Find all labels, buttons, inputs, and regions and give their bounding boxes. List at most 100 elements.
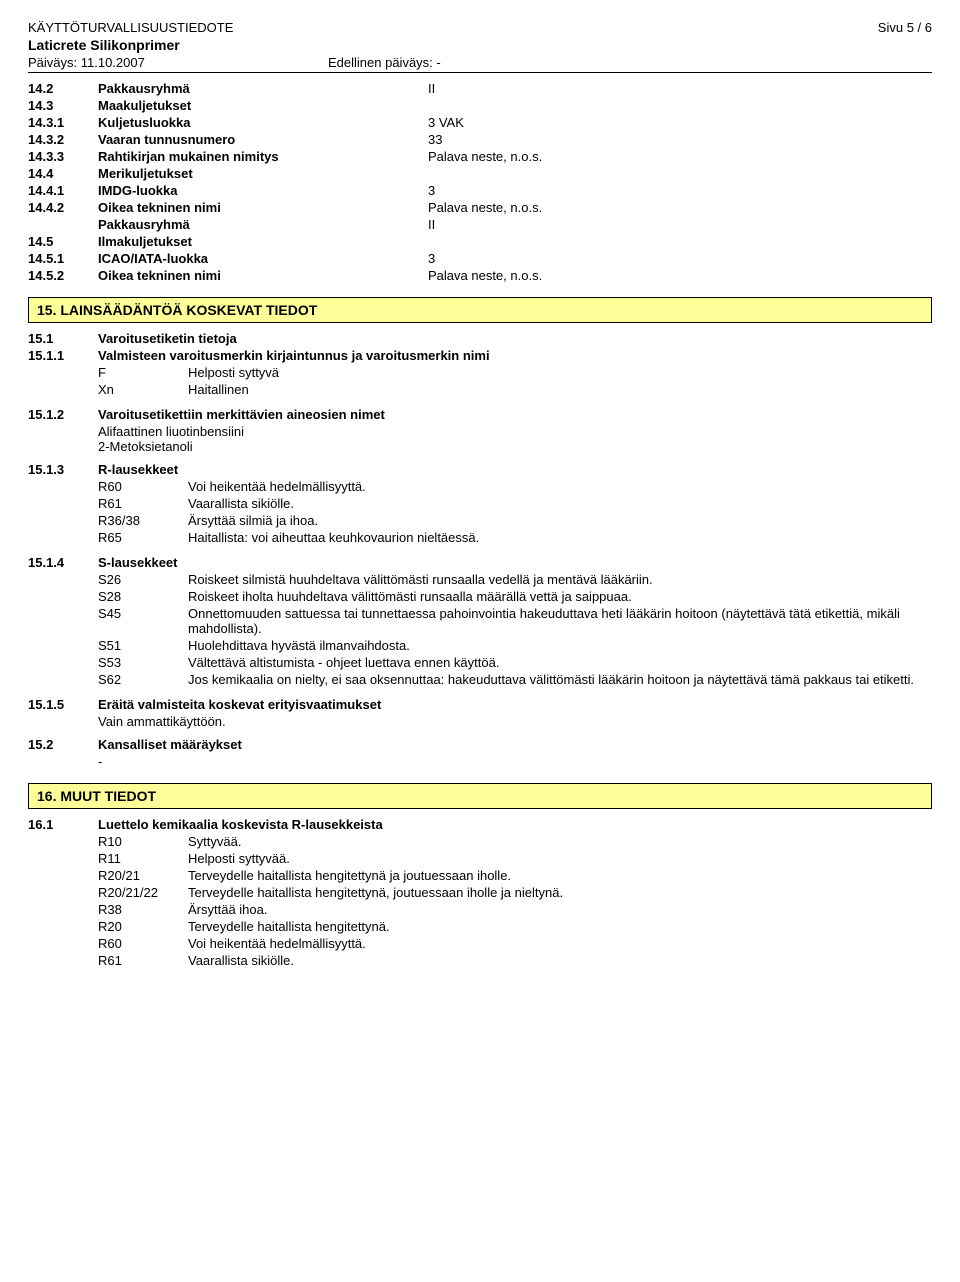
row-no: 15.1.3 (28, 462, 98, 477)
row-label: R-lausekkeet (98, 462, 428, 477)
row-label: Pakkausryhmä (98, 217, 428, 232)
divider (28, 72, 932, 73)
s-text: Roiskeet iholta huuhdeltava välittömästi… (188, 589, 932, 604)
s-code: S28 (98, 589, 188, 604)
r-code: R11 (98, 851, 188, 866)
row-no: 16.1 (28, 817, 98, 832)
row-val: Palava neste, n.o.s. (428, 268, 932, 283)
page-number: Sivu 5 / 6 (878, 20, 932, 35)
r-code: R20/21 (98, 868, 188, 883)
row-label: Kansalliset määräykset (98, 737, 428, 752)
s-code: S51 (98, 638, 188, 653)
row-label: Luettelo kemikaalia koskevista R-lausekk… (98, 817, 932, 832)
text: - (98, 754, 932, 769)
section-15-title: 15. LAINSÄÄDÄNTÖÄ KOSKEVAT TIEDOT (28, 297, 932, 323)
r-text: Ärsyttää ihoa. (188, 902, 932, 917)
row-label: IMDG-luokka (98, 183, 428, 198)
row-no: 14.4.2 (28, 200, 98, 215)
r-text: Voi heikentää hedelmällisyyttä. (188, 936, 932, 951)
s-code: S62 (98, 672, 188, 687)
r-text: Terveydelle haitallista hengitettynä. (188, 919, 932, 934)
row-no: 14.3.1 (28, 115, 98, 130)
row-no: 14.2 (28, 81, 98, 96)
row-label: Varoitusetiketin tietoja (98, 331, 428, 346)
row-no: 14.4 (28, 166, 98, 181)
r-code: R61 (98, 953, 188, 968)
row-label: Kuljetusluokka (98, 115, 428, 130)
r-code: R36/38 (98, 513, 188, 528)
s-text: Huolehdittava hyvästä ilmanvaihdosta. (188, 638, 932, 653)
row-no (28, 217, 98, 232)
row-val: 33 (428, 132, 932, 147)
kv-val: Helposti syttyvä (188, 365, 932, 380)
row-val: 3 (428, 251, 932, 266)
row-val: 3 (428, 183, 932, 198)
row-val: II (428, 81, 932, 96)
prev-date: Edellinen päiväys: - (328, 55, 441, 70)
row-label: Ilmakuljetukset (98, 234, 428, 249)
row-val (428, 166, 932, 181)
s-text: Jos kemikaalia on nielty, ei saa oksennu… (188, 672, 932, 687)
r-code: R61 (98, 496, 188, 511)
r-text: Terveydelle haitallista hengitettynä ja … (188, 868, 932, 883)
row-no: 15.1.5 (28, 697, 98, 712)
row-label: Pakkausryhmä (98, 81, 428, 96)
text: Vain ammattikäyttöön. (98, 714, 932, 729)
row-no: 15.2 (28, 737, 98, 752)
kv-val: Haitallinen (188, 382, 932, 397)
row-label: Valmisteen varoitusmerkin kirjaintunnus … (98, 348, 932, 363)
s-text: Onnettomuuden sattuessa tai tunnettaessa… (188, 606, 932, 636)
row-no: 15.1 (28, 331, 98, 346)
r-text: Vaarallista sikiölle. (188, 496, 932, 511)
row-label: ICAO/IATA-luokka (98, 251, 428, 266)
row-no: 15.1.4 (28, 555, 98, 570)
r-code: R60 (98, 936, 188, 951)
r-text: Syttyvää. (188, 834, 932, 849)
doc-title: KÄYTTÖTURVALLISUUSTIEDOTE (28, 20, 233, 35)
r-text: Haitallista: voi aiheuttaa keuhkovaurion… (188, 530, 932, 545)
row-label: Oikea tekninen nimi (98, 200, 428, 215)
section-16-title: 16. MUUT TIEDOT (28, 783, 932, 809)
kv-key: F (98, 365, 188, 380)
s-text: Roiskeet silmistä huuhdeltava välittömäs… (188, 572, 932, 587)
s-text: Vältettävä altistumista - ohjeet luettav… (188, 655, 932, 670)
r-text: Voi heikentää hedelmällisyyttä. (188, 479, 932, 494)
row-no: 15.1.1 (28, 348, 98, 363)
row-label: Rahtikirjan mukainen nimitys (98, 149, 428, 164)
row-label: Eräitä valmisteita koskevat erityisvaati… (98, 697, 932, 712)
section-14: 14.2PakkausryhmäII 14.3Maakuljetukset 14… (28, 81, 932, 283)
row-label: Varoitusetikettiin merkittävien aineosie… (98, 407, 932, 422)
row-label: Vaaran tunnusnumero (98, 132, 428, 147)
r-code: R38 (98, 902, 188, 917)
date-row: Päiväys: 11.10.2007 Edellinen päiväys: - (28, 55, 932, 70)
row-label: Maakuljetukset (98, 98, 428, 113)
row-val: Palava neste, n.o.s. (428, 200, 932, 215)
r-text: Helposti syttyvää. (188, 851, 932, 866)
row-no: 14.5.1 (28, 251, 98, 266)
s-code: S26 (98, 572, 188, 587)
row-no: 14.3.3 (28, 149, 98, 164)
row-no: 14.5 (28, 234, 98, 249)
row-no: 14.3.2 (28, 132, 98, 147)
row-label: Merikuljetukset (98, 166, 428, 181)
row-val: II (428, 217, 932, 232)
row-no: 14.3 (28, 98, 98, 113)
row-val: Palava neste, n.o.s. (428, 149, 932, 164)
row-val: 3 VAK (428, 115, 932, 130)
r-text: Vaarallista sikiölle. (188, 953, 932, 968)
date-label: Päiväys: 11.10.2007 (28, 55, 328, 70)
row-val (428, 98, 932, 113)
r-code: R65 (98, 530, 188, 545)
r-code: R10 (98, 834, 188, 849)
s-code: S45 (98, 606, 188, 636)
row-val (428, 234, 932, 249)
row-label: S-lausekkeet (98, 555, 428, 570)
row-no: 14.5.2 (28, 268, 98, 283)
ingredient: Alifaattinen liuotinbensiini (98, 424, 932, 439)
r-code: R20/21/22 (98, 885, 188, 900)
r-text: Ärsyttää silmiä ja ihoa. (188, 513, 932, 528)
row-no: 15.1.2 (28, 407, 98, 422)
r-code: R60 (98, 479, 188, 494)
r-text: Terveydelle haitallista hengitettynä, jo… (188, 885, 932, 900)
r-code: R20 (98, 919, 188, 934)
